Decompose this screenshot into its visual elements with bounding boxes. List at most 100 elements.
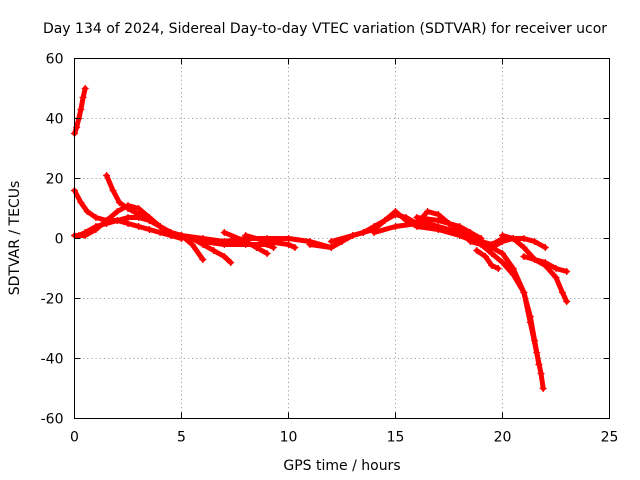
data-point bbox=[327, 244, 335, 251]
data-point bbox=[488, 250, 496, 257]
axes bbox=[74, 58, 610, 419]
data-point bbox=[488, 262, 496, 269]
data-point bbox=[124, 214, 132, 221]
data-point bbox=[392, 208, 399, 215]
data-point bbox=[488, 244, 496, 251]
y-tick-label: 20 bbox=[46, 172, 64, 188]
data-point bbox=[499, 259, 506, 266]
data-point bbox=[109, 187, 117, 194]
data-point bbox=[434, 226, 442, 233]
data-point bbox=[370, 229, 378, 236]
x-tick-label: 0 bbox=[70, 430, 79, 446]
series-trace bbox=[474, 248, 501, 271]
data-point bbox=[103, 220, 111, 227]
series-arc-18 bbox=[520, 253, 571, 305]
data-point bbox=[178, 232, 185, 239]
series-arc-5 bbox=[75, 214, 185, 239]
data-point bbox=[145, 226, 153, 233]
x-tick-label: 10 bbox=[280, 430, 298, 446]
data-point bbox=[466, 229, 474, 236]
data-point bbox=[81, 229, 89, 236]
data-point bbox=[434, 211, 442, 218]
x-axis-label: GPS time / hours bbox=[283, 458, 400, 474]
data-point bbox=[156, 223, 164, 230]
data-point bbox=[220, 241, 228, 248]
data-point bbox=[558, 289, 566, 296]
data-point bbox=[531, 337, 539, 344]
data-point bbox=[535, 361, 543, 368]
data-point bbox=[145, 217, 153, 224]
data-point bbox=[75, 232, 83, 239]
y-tick-label: -40 bbox=[41, 352, 64, 368]
data-point bbox=[392, 223, 399, 230]
data-point bbox=[552, 274, 560, 281]
data-point bbox=[156, 229, 164, 236]
data-point bbox=[124, 205, 132, 212]
data-point bbox=[113, 208, 121, 215]
data-point bbox=[291, 244, 299, 251]
data-point bbox=[210, 247, 218, 254]
data-point bbox=[252, 244, 260, 251]
data-point bbox=[188, 241, 196, 248]
data-point bbox=[220, 253, 228, 260]
data-point bbox=[79, 94, 87, 101]
data-point bbox=[481, 253, 489, 260]
data-point bbox=[531, 256, 539, 263]
data-point bbox=[456, 223, 464, 230]
series-arc-13 bbox=[413, 214, 485, 242]
data-point bbox=[413, 214, 421, 221]
series-arc-9 bbox=[242, 232, 299, 251]
data-point bbox=[81, 85, 89, 92]
y-tick-label: -60 bbox=[41, 412, 64, 428]
data-point bbox=[520, 244, 528, 251]
data-point bbox=[456, 232, 464, 239]
series-arc-8 bbox=[220, 229, 271, 257]
data-point bbox=[552, 265, 560, 272]
data-point bbox=[499, 232, 506, 239]
data-point bbox=[199, 256, 207, 263]
data-point bbox=[306, 241, 314, 248]
data-point bbox=[539, 385, 547, 392]
data-point bbox=[115, 199, 123, 206]
data-point bbox=[77, 106, 85, 113]
data-point bbox=[537, 370, 545, 377]
y-axis-label: SDTVAR / TECUs bbox=[7, 181, 23, 296]
data-point bbox=[477, 241, 485, 248]
data-point bbox=[413, 220, 421, 227]
x-tick-label: 20 bbox=[494, 430, 512, 446]
data-point bbox=[103, 172, 111, 179]
data-point bbox=[477, 235, 485, 242]
data-point bbox=[92, 223, 100, 230]
y-tick-label: 40 bbox=[46, 112, 64, 128]
data-point bbox=[92, 214, 100, 221]
data-point bbox=[509, 235, 517, 242]
x-tick-label: 25 bbox=[601, 430, 619, 446]
y-tick-label: -20 bbox=[41, 292, 64, 308]
x-tick-label: 15 bbox=[387, 430, 405, 446]
data-point bbox=[541, 262, 549, 269]
data-point bbox=[199, 238, 207, 245]
data-point bbox=[220, 229, 228, 236]
tick-labels: 0 5 10 15 20 25 60 40 20 0 -20 -40 -60 bbox=[41, 52, 619, 446]
data-point bbox=[509, 271, 517, 278]
series-trace bbox=[221, 230, 270, 256]
series-trace bbox=[243, 233, 298, 250]
y-tick-label: 0 bbox=[55, 232, 64, 248]
data-point bbox=[520, 235, 528, 242]
data-point bbox=[167, 229, 175, 236]
data-point bbox=[242, 238, 250, 245]
data-point bbox=[520, 289, 528, 296]
data-point bbox=[327, 238, 335, 245]
data-point bbox=[113, 217, 121, 224]
data-point bbox=[499, 238, 506, 245]
data-point bbox=[531, 238, 539, 245]
x-tick-label: 5 bbox=[177, 430, 186, 446]
data-point bbox=[434, 217, 442, 224]
data-point bbox=[124, 220, 132, 227]
data-point bbox=[520, 253, 528, 260]
data-point bbox=[77, 199, 85, 206]
data-point bbox=[227, 259, 235, 266]
data-point bbox=[242, 232, 250, 239]
data-point bbox=[466, 238, 474, 245]
plot-area bbox=[71, 85, 571, 392]
